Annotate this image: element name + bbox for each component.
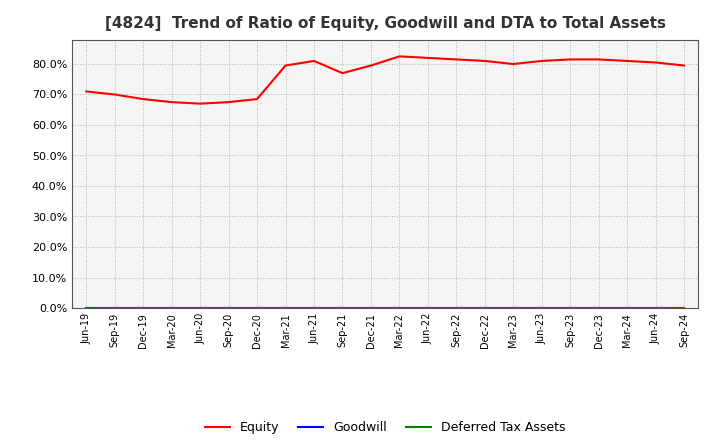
Goodwill: [338, 305, 347, 311]
Line: Equity: Equity: [86, 56, 684, 104]
Deferred Tax Assets: [623, 305, 631, 311]
Equity: [652, 60, 660, 65]
Deferred Tax Assets: [167, 305, 176, 311]
Deferred Tax Assets: [680, 305, 688, 311]
Deferred Tax Assets: [566, 305, 575, 311]
Equity: [452, 57, 461, 62]
Equity: [537, 59, 546, 64]
Equity: [310, 59, 318, 64]
Deferred Tax Assets: [253, 305, 261, 311]
Deferred Tax Assets: [652, 305, 660, 311]
Goodwill: [537, 305, 546, 311]
Equity: [338, 70, 347, 76]
Goodwill: [395, 305, 404, 311]
Deferred Tax Assets: [480, 305, 489, 311]
Equity: [566, 57, 575, 62]
Goodwill: [82, 305, 91, 311]
Deferred Tax Assets: [225, 305, 233, 311]
Goodwill: [509, 305, 518, 311]
Deferred Tax Assets: [423, 305, 432, 311]
Equity: [480, 59, 489, 64]
Equity: [366, 63, 375, 68]
Goodwill: [480, 305, 489, 311]
Equity: [82, 89, 91, 94]
Deferred Tax Assets: [82, 305, 91, 311]
Deferred Tax Assets: [452, 305, 461, 311]
Deferred Tax Assets: [139, 305, 148, 311]
Deferred Tax Assets: [366, 305, 375, 311]
Equity: [196, 101, 204, 106]
Deferred Tax Assets: [537, 305, 546, 311]
Deferred Tax Assets: [338, 305, 347, 311]
Equity: [225, 99, 233, 105]
Deferred Tax Assets: [110, 305, 119, 311]
Legend: Equity, Goodwill, Deferred Tax Assets: Equity, Goodwill, Deferred Tax Assets: [200, 416, 570, 439]
Equity: [110, 92, 119, 97]
Goodwill: [110, 305, 119, 311]
Goodwill: [139, 305, 148, 311]
Goodwill: [225, 305, 233, 311]
Deferred Tax Assets: [509, 305, 518, 311]
Goodwill: [595, 305, 603, 311]
Equity: [395, 54, 404, 59]
Goodwill: [366, 305, 375, 311]
Deferred Tax Assets: [310, 305, 318, 311]
Goodwill: [566, 305, 575, 311]
Deferred Tax Assets: [395, 305, 404, 311]
Deferred Tax Assets: [282, 305, 290, 311]
Title: [4824]  Trend of Ratio of Equity, Goodwill and DTA to Total Assets: [4824] Trend of Ratio of Equity, Goodwil…: [104, 16, 666, 32]
Goodwill: [196, 305, 204, 311]
Goodwill: [253, 305, 261, 311]
Equity: [139, 96, 148, 102]
Equity: [509, 61, 518, 66]
Equity: [167, 99, 176, 105]
Goodwill: [310, 305, 318, 311]
Deferred Tax Assets: [595, 305, 603, 311]
Equity: [623, 59, 631, 64]
Goodwill: [167, 305, 176, 311]
Goodwill: [282, 305, 290, 311]
Equity: [680, 63, 688, 68]
Equity: [282, 63, 290, 68]
Equity: [253, 96, 261, 102]
Goodwill: [452, 305, 461, 311]
Goodwill: [652, 305, 660, 311]
Goodwill: [680, 305, 688, 311]
Deferred Tax Assets: [196, 305, 204, 311]
Equity: [595, 57, 603, 62]
Goodwill: [423, 305, 432, 311]
Equity: [423, 55, 432, 61]
Goodwill: [623, 305, 631, 311]
